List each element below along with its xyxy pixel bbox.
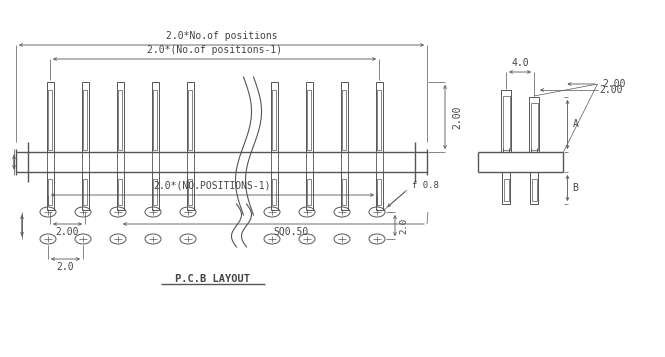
Bar	[153, 179, 157, 205]
Bar	[48, 90, 52, 150]
Bar	[503, 179, 509, 201]
Bar	[118, 179, 122, 205]
Bar	[501, 90, 511, 152]
Text: 4.0: 4.0	[511, 58, 529, 68]
Text: P.C.B LAYOUT: P.C.B LAYOUT	[175, 274, 250, 284]
Text: 2.0: 2.0	[57, 262, 74, 272]
Bar	[530, 172, 538, 204]
Bar	[502, 172, 510, 204]
Text: A: A	[573, 119, 579, 129]
Bar	[342, 90, 346, 150]
Bar	[342, 179, 346, 205]
Text: 2.0: 2.0	[400, 217, 408, 233]
Text: 2.0*(NO.POSITIONS-1): 2.0*(NO.POSITIONS-1)	[154, 181, 271, 191]
Bar	[47, 172, 53, 210]
Bar	[377, 179, 381, 205]
Bar	[47, 82, 53, 152]
Bar	[376, 172, 382, 210]
Bar	[152, 82, 158, 152]
Bar	[272, 90, 276, 150]
Bar	[376, 82, 382, 152]
Text: 2.00: 2.00	[600, 85, 623, 95]
Bar	[307, 90, 311, 150]
Text: 2.0*(No.of positions-1): 2.0*(No.of positions-1)	[147, 45, 282, 55]
Bar	[531, 103, 537, 150]
Bar	[271, 172, 277, 210]
Bar	[186, 82, 194, 152]
Bar	[118, 90, 122, 150]
Text: f 0.8: f 0.8	[412, 181, 439, 191]
Bar	[305, 172, 313, 210]
Bar	[377, 90, 381, 150]
Bar	[83, 90, 87, 150]
Bar	[48, 179, 52, 205]
Bar	[116, 172, 124, 210]
Bar	[503, 96, 509, 150]
Bar	[152, 172, 158, 210]
Bar	[529, 97, 539, 152]
Bar	[153, 90, 157, 150]
Bar	[531, 179, 537, 201]
Bar	[305, 82, 313, 152]
Text: 2.00: 2.00	[602, 79, 626, 89]
Text: SQ0.50: SQ0.50	[273, 227, 309, 237]
Bar	[188, 179, 192, 205]
Bar	[307, 179, 311, 205]
Bar	[188, 90, 192, 150]
Text: 2.00: 2.00	[56, 227, 79, 237]
Bar	[82, 172, 88, 210]
Text: 2.00: 2.00	[452, 105, 462, 129]
Bar	[83, 179, 87, 205]
Text: 2.0*No.of positions: 2.0*No.of positions	[166, 31, 277, 41]
Bar	[186, 172, 194, 210]
Bar	[340, 172, 348, 210]
Text: B: B	[573, 183, 579, 193]
Bar	[272, 179, 276, 205]
Bar	[82, 82, 88, 152]
Bar	[271, 82, 277, 152]
Bar	[340, 82, 348, 152]
Bar	[116, 82, 124, 152]
